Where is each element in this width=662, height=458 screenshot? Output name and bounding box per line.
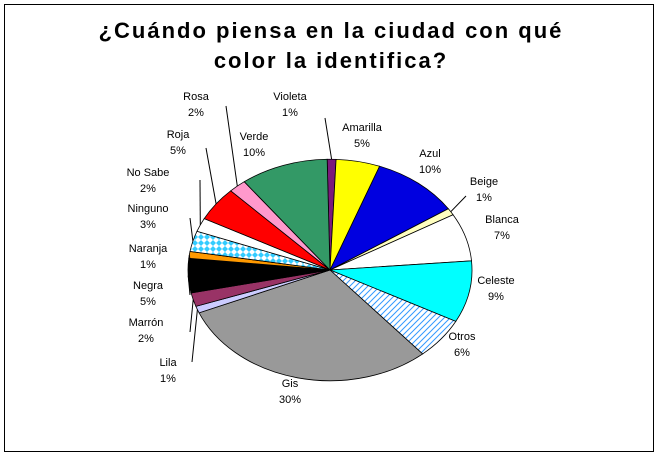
slice-label: Blanca xyxy=(485,214,520,226)
slice-percent: 6% xyxy=(454,347,470,359)
slice-label: No Sabe xyxy=(127,167,170,179)
leader-line xyxy=(189,217,194,242)
slice-percent: 10% xyxy=(419,164,441,176)
slice-label: Azul xyxy=(419,148,440,160)
slice-percent: 2% xyxy=(140,183,156,195)
pie-slice-gis xyxy=(198,269,424,382)
slice-label: Roja xyxy=(167,129,191,141)
slice-label: Naranja xyxy=(129,243,168,255)
chart-title-line2: color la identifica? xyxy=(213,48,449,73)
leader-line xyxy=(187,275,191,296)
chart-title: ¿Cuándo piensa en la ciudad con qué colo… xyxy=(0,16,662,76)
slice-label: Amarilla xyxy=(342,122,383,134)
leader-line xyxy=(189,299,194,333)
slice-percent: 7% xyxy=(494,230,510,242)
slice-label: Violeta xyxy=(273,91,307,103)
slice-label: Lila xyxy=(159,357,177,369)
pie-slice-celeste xyxy=(329,260,473,322)
slice-percent: 5% xyxy=(170,145,186,157)
slice-label: Rosa xyxy=(183,91,210,103)
leader-line xyxy=(188,254,191,261)
leader-line xyxy=(324,117,333,160)
leader-line xyxy=(225,105,238,187)
slice-percent: 1% xyxy=(160,373,176,385)
slice-percent: 5% xyxy=(354,138,370,150)
pie-slice-azul xyxy=(329,165,449,271)
leader-line xyxy=(450,195,467,213)
slice-label: Verde xyxy=(240,131,269,143)
slice-label: Ninguno xyxy=(128,203,169,215)
slice-label: Otros xyxy=(449,331,476,343)
slice-percent: 1% xyxy=(282,107,298,119)
slice-percent: 2% xyxy=(188,107,204,119)
slice-label: Celeste xyxy=(477,275,514,287)
slice-percent: 10% xyxy=(243,147,265,159)
slice-percent: 9% xyxy=(488,291,504,303)
slice-label: Marrón xyxy=(129,317,164,329)
leader-line xyxy=(191,309,198,363)
slice-label: Negra xyxy=(133,280,164,292)
chart-title-line1: ¿Cuándo piensa en la ciudad con qué xyxy=(98,18,564,43)
slice-label: Beige xyxy=(470,176,498,188)
slice-percent: 5% xyxy=(140,296,156,308)
pie-slice-verde xyxy=(243,158,331,272)
leader-line xyxy=(205,147,217,204)
slice-percent: 1% xyxy=(476,192,492,204)
slice-percent: 30% xyxy=(279,394,301,406)
slice-percent: 3% xyxy=(140,219,156,231)
slice-percent: 1% xyxy=(140,259,156,271)
slice-label: Gis xyxy=(282,378,299,390)
slice-percent: 2% xyxy=(138,333,154,345)
